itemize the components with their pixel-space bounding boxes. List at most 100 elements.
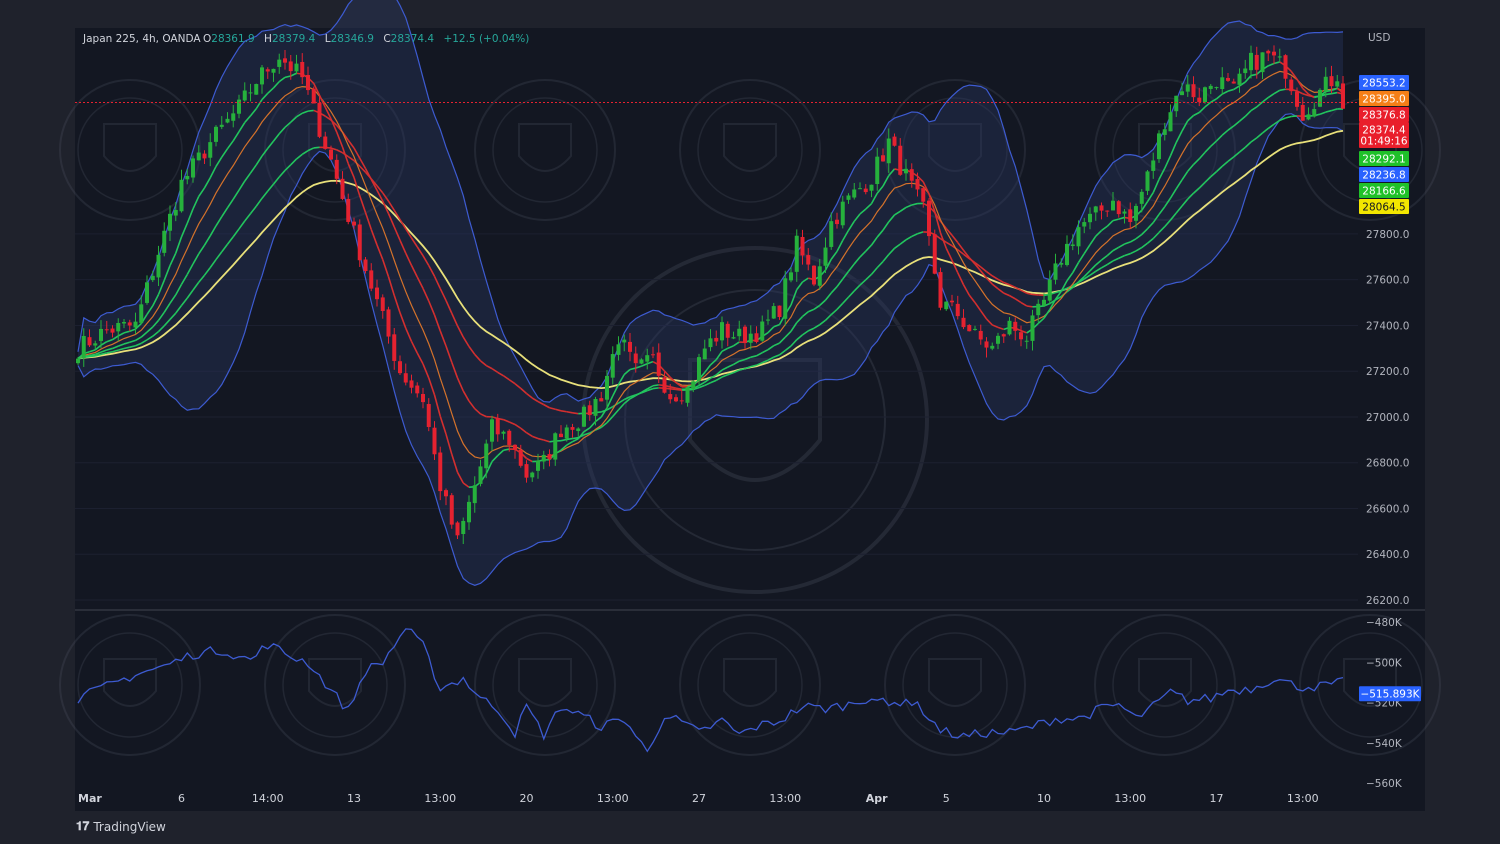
candle-body[interactable]	[363, 259, 368, 272]
candle-body[interactable]	[1266, 50, 1271, 54]
candle-body[interactable]	[1047, 279, 1052, 301]
candle-body[interactable]	[628, 341, 632, 352]
candle-body[interactable]	[317, 102, 322, 137]
candle-body[interactable]	[1249, 52, 1253, 71]
candle-body[interactable]	[1116, 201, 1121, 215]
candle-body[interactable]	[444, 490, 448, 497]
candle-body[interactable]	[1168, 112, 1173, 132]
candle-body[interactable]	[731, 337, 736, 339]
candle-body[interactable]	[93, 343, 98, 346]
price-axis[interactable]: 27800.0 27600.0 27400.0 27200.0 27000.0 26800…	[1366, 229, 1409, 607]
candle-body[interactable]	[168, 213, 172, 231]
candle-body[interactable]	[311, 88, 316, 104]
candle-body[interactable]	[754, 333, 759, 342]
candle-body[interactable]	[104, 329, 109, 331]
candle-body[interactable]	[329, 149, 333, 160]
candle-body[interactable]	[616, 344, 621, 355]
candle-body[interactable]	[858, 188, 862, 190]
candle-body[interactable]	[553, 433, 558, 460]
candle-body[interactable]	[1191, 84, 1196, 98]
candle-body[interactable]	[748, 333, 753, 343]
candle-body[interactable]	[714, 337, 719, 342]
candle-body[interactable]	[283, 58, 287, 63]
candle-body[interactable]	[472, 485, 477, 504]
candle-body[interactable]	[1030, 315, 1035, 341]
candle-body[interactable]	[691, 381, 696, 389]
candle-body[interactable]	[990, 345, 995, 349]
candle-body[interactable]	[1105, 210, 1110, 212]
candle-body[interactable]	[426, 404, 431, 427]
candle-body[interactable]	[1157, 133, 1161, 160]
candle-body[interactable]	[685, 387, 690, 403]
candle-body[interactable]	[369, 270, 374, 289]
candle-body[interactable]	[932, 234, 937, 274]
candle-body[interactable]	[1099, 205, 1104, 211]
candle-body[interactable]	[1139, 191, 1144, 204]
indicator-axis[interactable]: −480K−500K−520K−540K−560K	[1366, 617, 1403, 790]
candle-body[interactable]	[1007, 320, 1012, 335]
candle-body[interactable]	[639, 359, 644, 364]
candle-body[interactable]	[915, 179, 920, 190]
candle-body[interactable]	[766, 319, 770, 321]
candle-body[interactable]	[927, 200, 931, 237]
candle-body[interactable]	[1197, 97, 1202, 103]
candle-body[interactable]	[875, 156, 880, 185]
candle-body[interactable]	[1162, 129, 1167, 135]
candle-body[interactable]	[777, 305, 782, 317]
candle-body[interactable]	[409, 380, 414, 388]
candle-body[interactable]	[1013, 321, 1018, 331]
candle-body[interactable]	[265, 69, 270, 72]
candle-body[interactable]	[1059, 262, 1064, 265]
candle-body[interactable]	[1128, 209, 1133, 223]
candle-body[interactable]	[421, 394, 425, 403]
candle-body[interactable]	[996, 335, 1000, 344]
candle-body[interactable]	[513, 444, 517, 450]
candle-body[interactable]	[1226, 77, 1230, 81]
candle-body[interactable]	[357, 224, 362, 261]
candle-body[interactable]	[593, 398, 598, 416]
candle-body[interactable]	[467, 501, 471, 523]
candle-body[interactable]	[323, 136, 328, 149]
candle-body[interactable]	[294, 63, 299, 72]
candle-body[interactable]	[789, 272, 793, 281]
candle-body[interactable]	[1122, 211, 1127, 214]
candle-body[interactable]	[708, 338, 713, 348]
candle-body[interactable]	[461, 520, 466, 535]
candle-body[interactable]	[743, 326, 747, 344]
candle-body[interactable]	[587, 405, 592, 416]
candle-body[interactable]	[1214, 87, 1219, 89]
candle-body[interactable]	[599, 398, 604, 402]
candle-body[interactable]	[415, 385, 420, 394]
candle-body[interactable]	[334, 159, 339, 179]
candle-body[interactable]	[536, 460, 540, 471]
candle-body[interactable]	[1220, 77, 1225, 90]
candle-body[interactable]	[817, 266, 822, 286]
candle-body[interactable]	[576, 428, 581, 432]
candle-body[interactable]	[967, 325, 972, 332]
candle-body[interactable]	[633, 353, 638, 364]
candle-body[interactable]	[1208, 85, 1213, 89]
candle-body[interactable]	[162, 230, 167, 253]
candle-body[interactable]	[760, 321, 765, 341]
candle-body[interactable]	[484, 443, 489, 469]
candle-body[interactable]	[346, 198, 351, 222]
candle-body[interactable]	[179, 179, 184, 212]
candle-body[interactable]	[1151, 160, 1156, 171]
candle-body[interactable]	[501, 431, 506, 434]
candle-body[interactable]	[490, 419, 494, 442]
candle-body[interactable]	[202, 153, 207, 159]
candle-body[interactable]	[1231, 81, 1236, 84]
candle-body[interactable]	[674, 397, 678, 402]
candle-body[interactable]	[1076, 227, 1081, 247]
candle-body[interactable]	[455, 522, 460, 536]
candle-body[interactable]	[645, 355, 650, 362]
candle-body[interactable]	[242, 90, 247, 101]
candle-body[interactable]	[507, 430, 512, 445]
candle-body[interactable]	[909, 169, 914, 181]
candle-body[interactable]	[288, 61, 293, 72]
candle-body[interactable]	[950, 300, 954, 303]
candle-body[interactable]	[1180, 91, 1184, 96]
candle-body[interactable]	[984, 341, 989, 348]
candle-body[interactable]	[1185, 84, 1190, 92]
candle-body[interactable]	[1300, 104, 1305, 121]
